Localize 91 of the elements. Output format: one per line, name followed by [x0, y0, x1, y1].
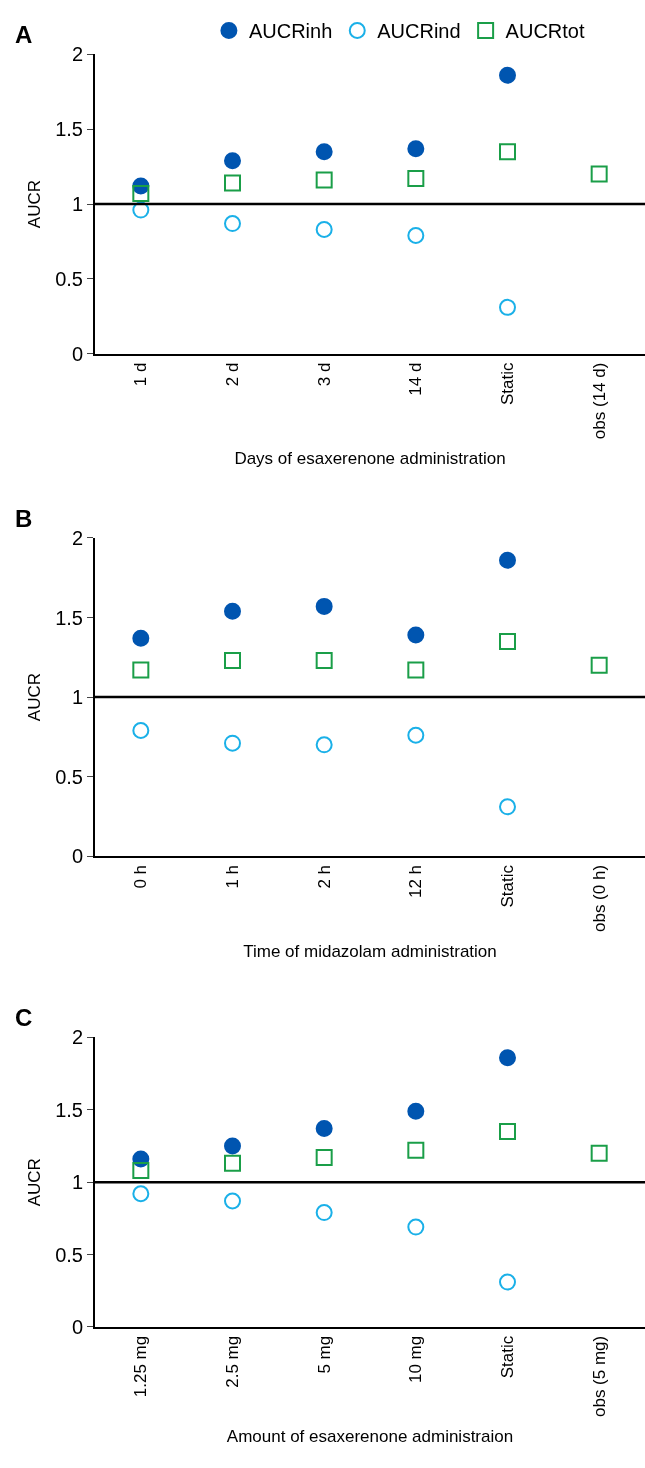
legend-label: AUCRind — [377, 20, 461, 43]
point — [132, 1162, 150, 1180]
legend-label: AUCRtot — [505, 20, 585, 43]
point — [132, 185, 150, 203]
point — [499, 66, 516, 84]
point — [315, 143, 333, 161]
point — [499, 798, 516, 816]
point — [224, 1137, 241, 1155]
y-tick-label: 2 — [71, 43, 83, 66]
y-tick-label: 0 — [71, 342, 83, 365]
point — [224, 734, 241, 752]
chart-title: B — [15, 505, 33, 532]
point — [407, 227, 425, 244]
point — [407, 626, 425, 644]
x-tick-label: 2.5 mg — [223, 1335, 243, 1388]
point — [315, 736, 333, 754]
point — [407, 1102, 425, 1120]
x-tick-label: obs (0 h) — [589, 864, 609, 933]
y-axis-title: AUCR — [25, 672, 45, 722]
x-axis-title: Time of midazolam administration — [243, 941, 497, 961]
point — [224, 1192, 241, 1210]
x-tick-label: obs (5 mg) — [589, 1335, 609, 1418]
x-axis-title: Days of esaxerenone administration — [234, 449, 506, 469]
point — [590, 165, 608, 183]
point — [407, 1141, 425, 1159]
point — [224, 651, 241, 669]
x-tick-label: 1.25 mg — [131, 1335, 151, 1398]
point — [315, 1120, 333, 1138]
y-tick-label: 0 — [71, 845, 83, 868]
point — [224, 1154, 241, 1172]
x-tick-label: Static — [498, 864, 518, 908]
point — [407, 170, 425, 188]
point — [224, 152, 241, 170]
y-tick-label: 1.5 — [55, 606, 83, 629]
y-tick-label: 2 — [71, 526, 83, 549]
y-tick-label: 1 — [71, 686, 83, 709]
point — [315, 221, 333, 238]
y-tick-label: 1.5 — [55, 1098, 83, 1121]
point — [590, 1144, 608, 1162]
y-tick-label: 1 — [71, 193, 83, 216]
x-tick-label: 5 mg — [314, 1335, 334, 1374]
x-tick-label: 3 d — [314, 362, 334, 387]
point — [499, 1049, 516, 1067]
y-tick-label: 0.5 — [55, 765, 83, 788]
y-tick-label: 1.5 — [55, 118, 83, 141]
chart-title: A — [15, 21, 33, 48]
point — [407, 726, 425, 744]
point — [499, 1123, 516, 1140]
y-tick-label: 0.5 — [55, 267, 83, 290]
point — [407, 661, 425, 679]
point — [132, 201, 150, 219]
point — [224, 602, 241, 620]
point — [224, 174, 241, 192]
point — [407, 140, 425, 158]
point — [315, 597, 333, 615]
point — [407, 1218, 425, 1236]
point — [132, 661, 150, 679]
x-tick-label: 10 mg — [406, 1335, 426, 1384]
x-tick-label: 14 d — [406, 362, 426, 396]
legend-label: AUCRinh — [248, 20, 333, 43]
x-tick-label: 1 d — [131, 362, 151, 387]
point — [315, 651, 333, 669]
point — [315, 1149, 333, 1167]
point — [499, 1273, 516, 1291]
y-axis-title: AUCR — [25, 1158, 45, 1207]
point — [315, 171, 333, 189]
point — [315, 1204, 333, 1222]
x-tick-label: 0 h — [131, 864, 151, 889]
x-tick-label: Static — [498, 1335, 518, 1379]
x-axis-title: Amount of esaxerenone administraion — [226, 1426, 514, 1446]
point — [590, 656, 608, 674]
point — [132, 629, 150, 647]
x-tick-label: 2 d — [223, 362, 243, 387]
x-tick-label: Static — [498, 362, 518, 406]
point — [132, 721, 150, 739]
point — [132, 1185, 150, 1203]
x-tick-label: 12 h — [406, 864, 426, 899]
y-tick-label: 2 — [71, 1026, 83, 1049]
point — [499, 551, 516, 569]
point — [499, 298, 516, 316]
x-tick-label: 2 h — [314, 864, 334, 889]
chart-title: C — [15, 1004, 33, 1031]
y-tick-label: 0 — [71, 1315, 83, 1338]
y-tick-label: 0.5 — [55, 1243, 83, 1266]
point — [499, 632, 516, 650]
point — [224, 215, 241, 233]
point — [499, 143, 516, 161]
y-tick-label: 1 — [71, 1171, 83, 1194]
x-tick-label: obs (14 d) — [589, 362, 609, 440]
x-tick-label: 1 h — [223, 864, 243, 889]
y-axis-title: AUCR — [25, 179, 45, 229]
